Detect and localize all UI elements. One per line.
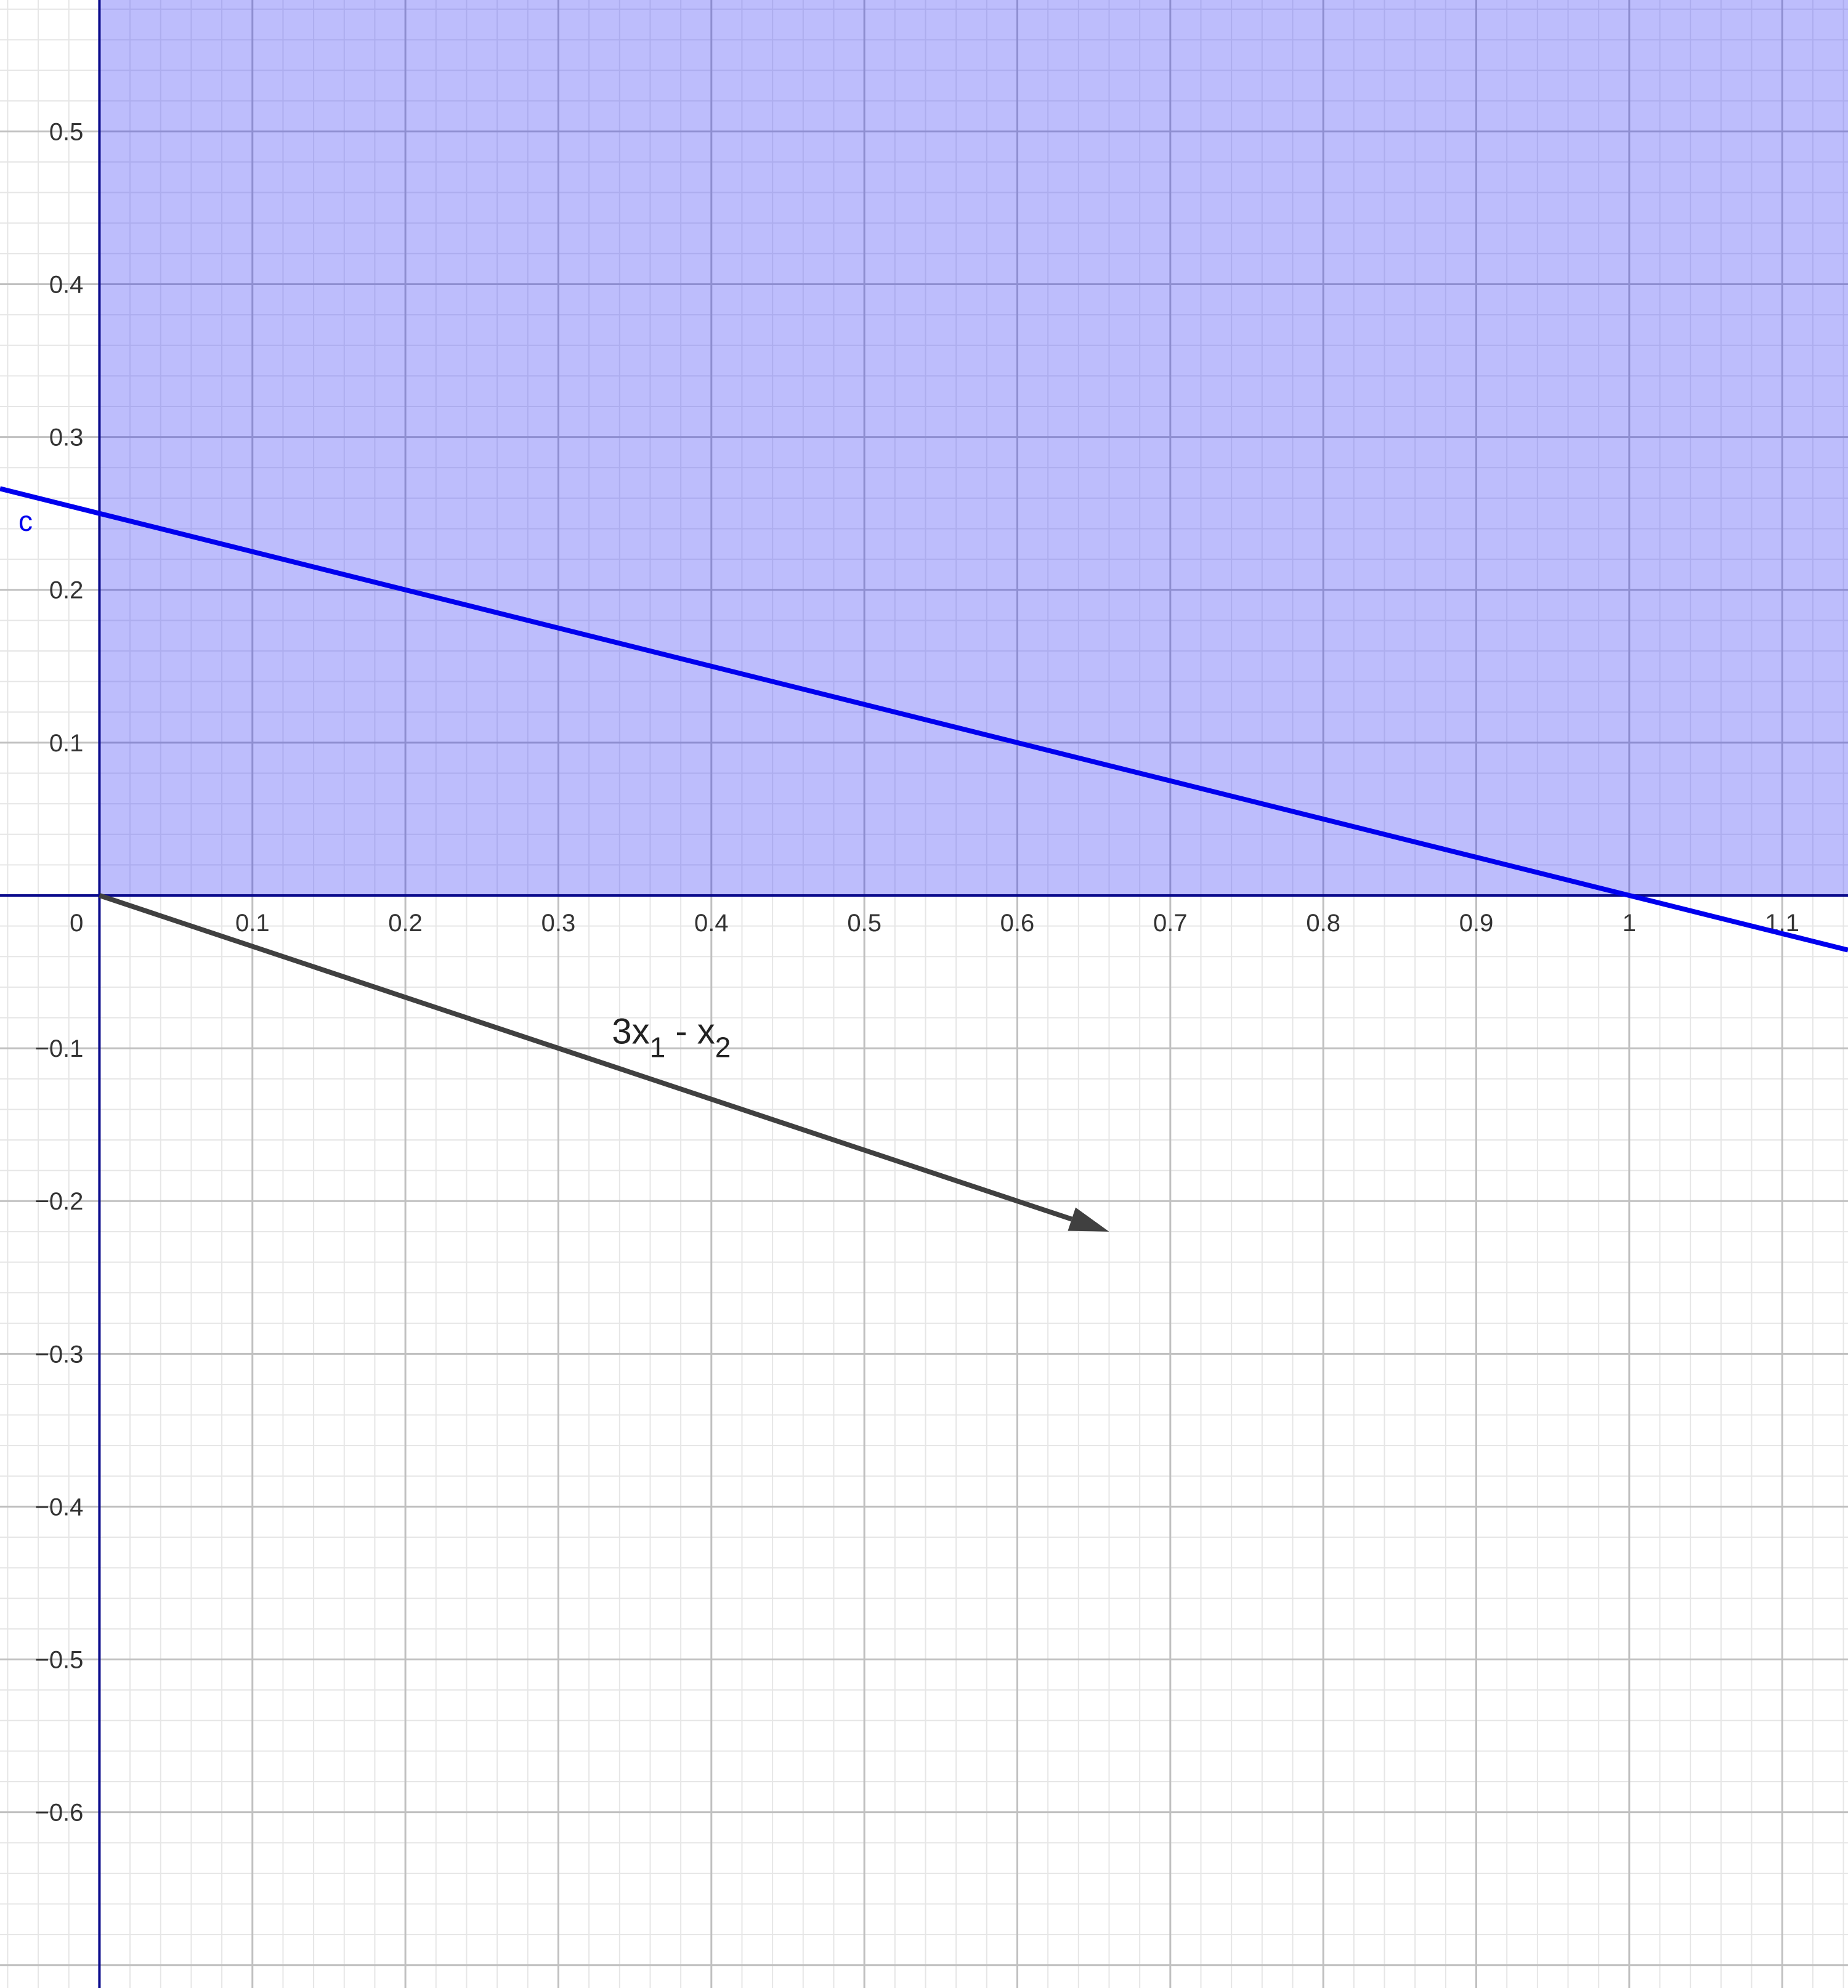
y-tick-label: 0.3: [49, 424, 84, 451]
x-tick-label: 0.2: [388, 910, 423, 937]
y-tick-label: −0.6: [34, 1800, 83, 1827]
x-tick-label: 0.7: [1153, 910, 1188, 937]
vector-arrowhead: [1068, 1207, 1109, 1232]
y-tick-label: −0.2: [34, 1188, 83, 1215]
y-tick-label: 0.5: [49, 118, 84, 145]
y-tick-label: 0.2: [49, 577, 84, 604]
x-tick-label: 0.8: [1306, 910, 1340, 937]
vector-label-text: - x: [665, 1012, 715, 1052]
y-tick-label: −0.3: [34, 1341, 83, 1368]
x-tick-label: 0.6: [1000, 910, 1035, 937]
x-tick-label: 1: [1623, 910, 1636, 937]
x-tick-label: 0.4: [694, 910, 729, 937]
x-tick-label: 0.1: [235, 910, 270, 937]
origin-label: 0: [70, 910, 83, 937]
y-tick-label: 0.1: [49, 730, 84, 757]
y-tick-label: −0.4: [34, 1493, 83, 1521]
shaded-region: [99, 0, 1848, 895]
y-tick-label: 0.4: [49, 271, 84, 298]
line-c: [0, 486, 1848, 953]
vector-label: 3x1 - x2: [612, 1012, 731, 1064]
x-tick-label: 0.5: [847, 910, 881, 937]
vector-label-subscript: 2: [715, 1032, 731, 1064]
vector-label-subscript: 1: [650, 1032, 666, 1064]
line-c-label: c: [18, 505, 33, 537]
objective-vector: 3x1 - x2: [99, 893, 1109, 1232]
y-tick-label: −0.5: [34, 1647, 83, 1674]
x-tick-label: 0.3: [541, 910, 576, 937]
vector-shaft: [99, 893, 1073, 1222]
constraint-line-c: c: [0, 486, 1848, 953]
y-tick-label: −0.1: [34, 1035, 83, 1062]
vector-label-text: 3x: [612, 1012, 649, 1052]
feasible-region: [99, 0, 1848, 895]
x-tick-label: 0.9: [1459, 910, 1494, 937]
tick-labels: 0.1 0.2 0.3 0.4 0.5 0.6 0.7 0.8 0.9 1 1.10.50.40.3…: [34, 118, 1799, 1826]
